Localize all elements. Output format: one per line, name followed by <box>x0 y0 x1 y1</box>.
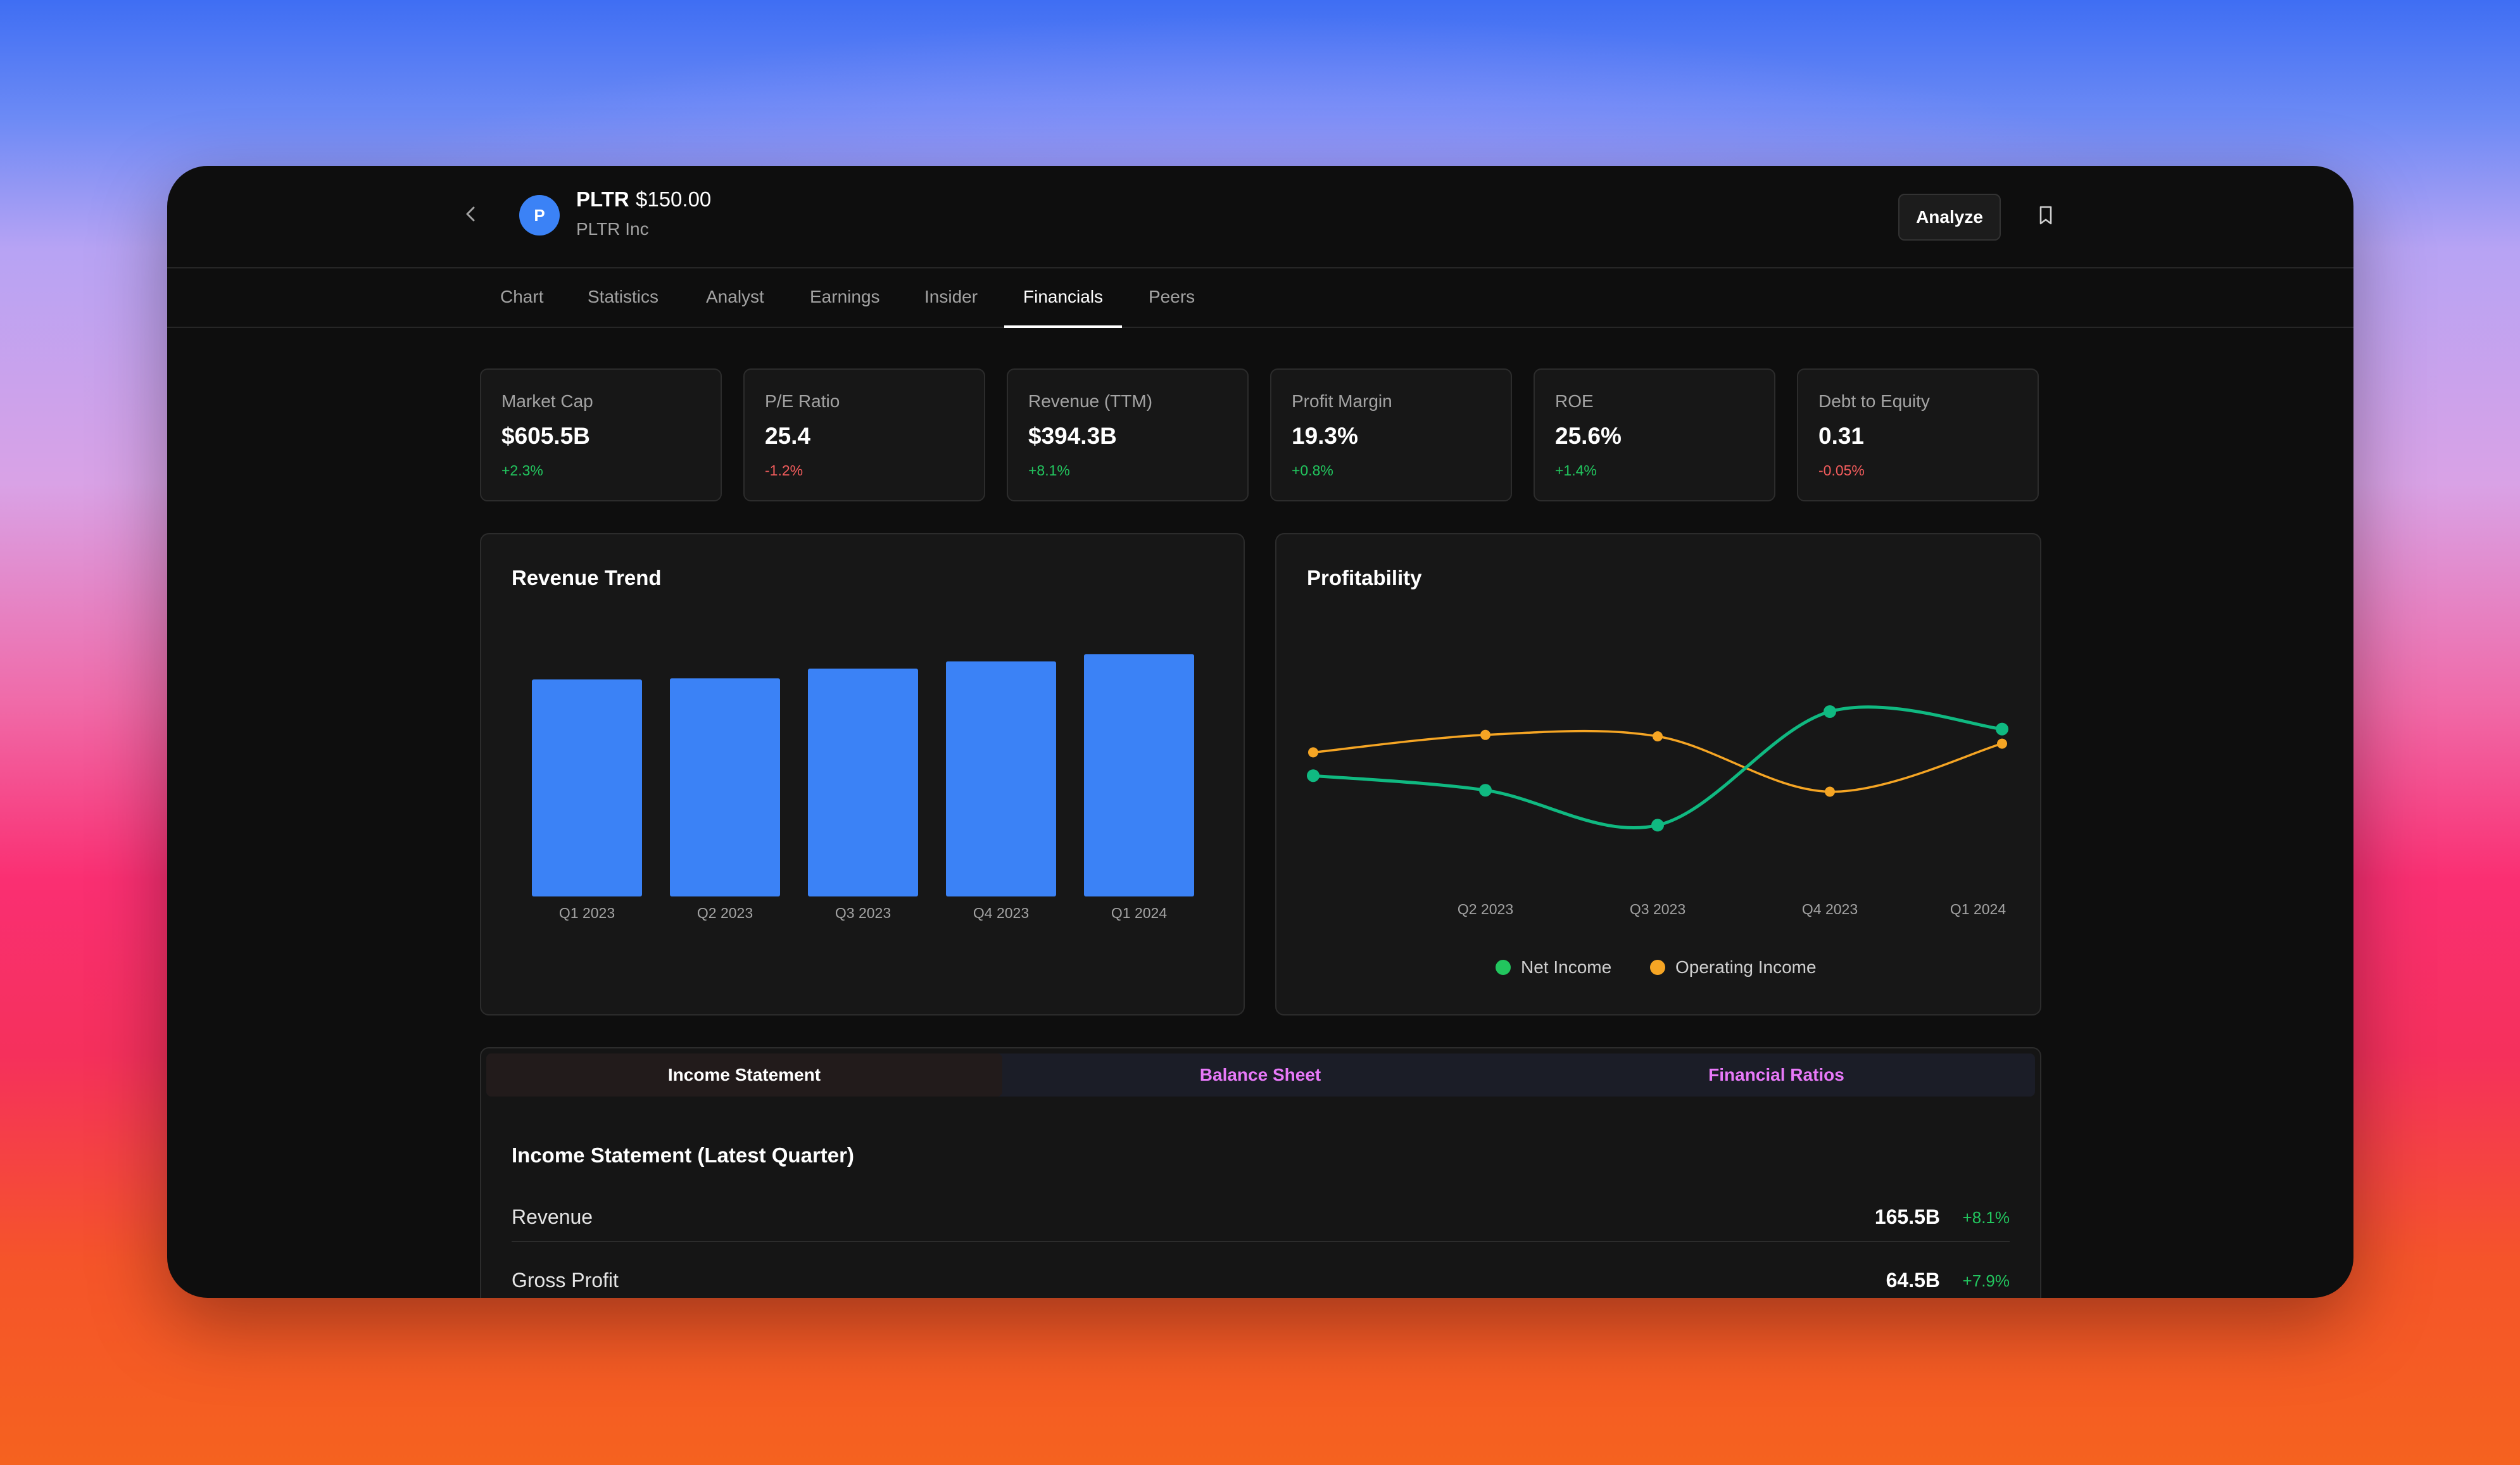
point-operating-income <box>1480 729 1490 740</box>
point-net-income <box>1307 769 1320 783</box>
legend-label: Operating Income <box>1675 957 1817 977</box>
tab-chart[interactable]: Chart <box>500 287 544 306</box>
tab-analyst[interactable]: Analyst <box>706 287 764 306</box>
point-operating-income <box>1308 747 1318 758</box>
revenue-trend-panel: Revenue Trend Q1 2023 Q2 2023 Q3 2023 Q4 20… <box>480 533 1245 1015</box>
metric-label: Profit Margin <box>1292 391 1392 411</box>
tab-statistics[interactable]: Statistics <box>588 287 659 306</box>
metric-value: 0.31 <box>1818 423 1865 449</box>
statement-title: Income Statement (Latest Quarter) <box>512 1143 854 1167</box>
point-operating-income <box>1997 738 2007 749</box>
metric-card-profit-margin: Profit Margin 19.3% +0.8% <box>1270 368 1512 501</box>
bar-q4-2023 <box>946 661 1056 896</box>
metric-label: Debt to Equity <box>1818 391 1930 411</box>
chart-title: Revenue Trend <box>512 566 662 589</box>
bar-q2-2023 <box>670 678 780 896</box>
metric-card-market-cap: Market Cap $605.5B +2.3% <box>480 368 722 501</box>
metric-value: $394.3B <box>1028 423 1117 449</box>
legend-swatch <box>1496 960 1511 975</box>
row-change: +7.9% <box>1962 1271 2010 1290</box>
stock-price: $150.00 <box>636 187 712 211</box>
statement-tabs: Income Statement Balance Sheet Financial… <box>486 1053 2035 1097</box>
tab-balance-sheet[interactable]: Balance Sheet <box>1199 1065 1321 1085</box>
metric-change: -0.05% <box>1818 462 1865 479</box>
statement-row: Gross Profit 64.5B +7.9% <box>512 1256 2010 1298</box>
metric-value: 25.4 <box>765 423 811 449</box>
analyze-button[interactable]: Analyze <box>1898 194 2001 241</box>
tab-earnings[interactable]: Earnings <box>810 287 880 306</box>
section-tabs: Chart Statistics Analyst Earnings Inside… <box>167 267 2353 328</box>
company-name: PLTR Inc <box>576 219 649 239</box>
point-net-income <box>1996 722 2008 736</box>
bar-q1-2024 <box>1084 654 1194 896</box>
metric-value: 25.6% <box>1555 423 1622 449</box>
x-tick-label: Q4 2023 <box>973 905 1029 921</box>
tab-financial-ratios[interactable]: Financial Ratios <box>1708 1065 1844 1085</box>
legend-label: Net Income <box>1521 957 1612 977</box>
x-tick-label: Q1 2024 <box>1111 905 1167 921</box>
x-tick-label: Q1 2023 <box>559 905 615 921</box>
row-value: 165.5B <box>1874 1205 1940 1228</box>
point-net-income <box>1824 705 1836 718</box>
chart-title: Profitability <box>1307 566 1422 589</box>
revenue-bar-chart: Q1 2023 Q2 2023 Q3 2023 Q4 2023 Q1 2024 <box>532 654 1194 921</box>
metric-card-pe-ratio: P/E Ratio 25.4 -1.2% <box>743 368 985 501</box>
metric-card-revenue-ttm: Revenue (TTM) $394.3B +8.1% <box>1007 368 1249 501</box>
point-operating-income <box>1653 731 1663 742</box>
row-value: 64.5B <box>1886 1269 1940 1292</box>
metric-label: ROE <box>1555 391 1594 411</box>
metric-card-debt-to-equity: Debt to Equity 0.31 -0.05% <box>1797 368 2039 501</box>
tab-peers[interactable]: Peers <box>1149 287 1195 306</box>
profitability-line-chart: Q2 2023 Q3 2023 Q4 2023 Q1 2024 <box>1307 705 2008 917</box>
x-tick-label: Q2 2023 <box>697 905 753 921</box>
statement-row: Revenue 165.5B +8.1% <box>512 1193 2010 1242</box>
legend-item-operating-income: Operating Income <box>1650 957 1817 978</box>
row-change: +8.1% <box>1962 1208 2010 1227</box>
legend-swatch <box>1650 960 1665 975</box>
avatar: P <box>519 195 560 236</box>
metric-card-roe: ROE 25.6% +1.4% <box>1534 368 1775 501</box>
legend-item-net-income: Net Income <box>1496 957 1611 978</box>
x-tick-label: Q4 2023 <box>1802 901 1858 917</box>
tab-financials[interactable]: Financials <box>1004 267 1123 328</box>
tab-insider[interactable]: Insider <box>924 287 978 306</box>
metric-label: Revenue (TTM) <box>1028 391 1153 411</box>
row-label: Gross Profit <box>512 1269 619 1292</box>
x-tick-label: Q3 2023 <box>1630 901 1685 917</box>
row-label: Revenue <box>512 1205 593 1228</box>
metric-change: +1.4% <box>1555 462 1597 479</box>
metric-change: +2.3% <box>501 462 543 479</box>
line-net-income <box>1313 705 2003 829</box>
stock-header: P PLTR $150.00 PLTR Inc Analyze <box>167 166 2353 268</box>
metric-value: 19.3% <box>1292 423 1358 449</box>
metric-label: Market Cap <box>501 391 593 411</box>
financial-statements-panel: Income Statement Balance Sheet Financial… <box>480 1047 2041 1298</box>
metric-label: P/E Ratio <box>765 391 840 411</box>
x-tick-label: Q2 2023 <box>1458 901 1513 917</box>
tab-income-statement[interactable]: Income Statement <box>486 1053 1002 1097</box>
point-net-income <box>1651 819 1664 832</box>
point-net-income <box>1479 784 1492 797</box>
app-window: P PLTR $150.00 PLTR Inc Analyze Chart St… <box>167 166 2353 1298</box>
point-operating-income <box>1825 786 1835 797</box>
x-tick-label: Q1 2024 <box>1950 901 2006 917</box>
x-tick-label: Q3 2023 <box>835 905 891 921</box>
back-icon[interactable] <box>457 200 485 228</box>
ticker-symbol: PLTR <box>576 187 629 211</box>
bar-q3-2023 <box>808 669 918 896</box>
metric-value: $605.5B <box>501 423 590 449</box>
bookmark-icon[interactable] <box>2035 203 2057 228</box>
metric-change: -1.2% <box>765 462 803 479</box>
profitability-panel: Profitability Q2 2023 Q3 2023 Q4 2023 Q1 20… <box>1275 533 2041 1015</box>
bar-q1-2023 <box>532 679 642 896</box>
metric-change: +8.1% <box>1028 462 1070 479</box>
metric-change: +0.8% <box>1292 462 1333 479</box>
